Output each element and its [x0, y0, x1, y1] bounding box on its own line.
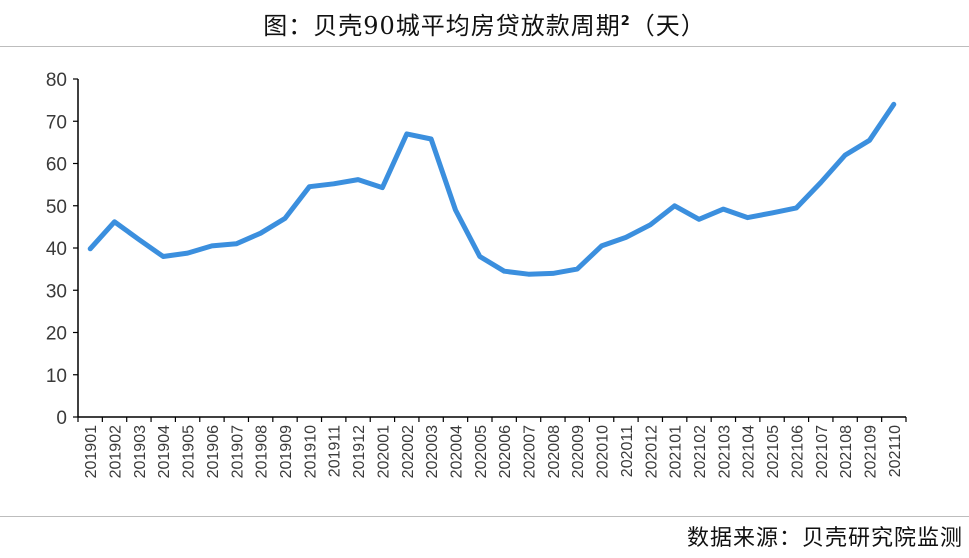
x-tick-label: 201908	[254, 425, 271, 478]
x-tick-label: 202107	[814, 425, 831, 478]
x-tick-label: 201909	[278, 425, 295, 478]
x-tick-label: 201904	[156, 425, 173, 478]
y-tick-label: 60	[46, 155, 67, 176]
data-source-note: 数据来源：贝壳研究院监测	[686, 526, 963, 551]
x-axis: 201901 201902 201903 201904 201905 201906 2019…	[77, 416, 907, 478]
x-tick-label: 201907	[229, 425, 246, 478]
x-tick-label: 202101	[668, 425, 685, 478]
y-tick-label: 70	[46, 112, 67, 133]
x-tick-label: 201901	[83, 425, 100, 478]
series-line	[87, 101, 897, 277]
x-tick-label: 202007	[522, 425, 539, 478]
chart-title-footnote: 2	[620, 14, 631, 29]
top-divider	[0, 46, 969, 47]
x-tick-label: 202004	[448, 425, 465, 478]
x-tick-label: 202104	[741, 425, 758, 478]
x-tick-label: 202010	[595, 425, 612, 478]
y-tick-label: 30	[46, 281, 67, 302]
y-tick-label: 20	[46, 324, 67, 345]
x-tick-label: 202108	[838, 425, 855, 478]
x-tick-label: 201903	[132, 425, 149, 478]
x-tick-label: 201905	[181, 425, 198, 478]
chart-title: 图：贝壳90城平均房贷放款周期2（天）	[0, 6, 969, 41]
y-axis: 0 10 20 30 40 50 60 70 80	[46, 70, 79, 429]
chart-title-unit: （天）	[630, 12, 706, 40]
x-tick-label: 201906	[205, 425, 222, 478]
x-tick-label: 202002	[400, 425, 417, 478]
x-tick-label: 202005	[473, 425, 490, 478]
x-tick-label: 202105	[765, 425, 782, 478]
x-tick-label: 202009	[570, 425, 587, 478]
x-tick-label: 202011	[619, 425, 636, 477]
x-tick-label: 202003	[424, 425, 441, 478]
x-tick-label: 201911	[327, 425, 344, 477]
x-tick-label: 202110	[887, 425, 904, 477]
y-tick-label: 80	[46, 70, 67, 91]
y-tick-label: 50	[46, 197, 67, 218]
x-tick-label: 201902	[108, 425, 125, 478]
x-tick-label: 202103	[716, 425, 733, 478]
x-tick-label: 202008	[546, 425, 563, 478]
bottom-divider	[0, 516, 969, 517]
y-tick-label: 40	[46, 239, 67, 260]
y-tick-label: 10	[46, 366, 67, 387]
x-tick-label: 202109	[862, 425, 879, 478]
x-tick-label: 202102	[692, 425, 709, 478]
x-tick-label: 201912	[351, 425, 368, 478]
y-tick-label: 0	[56, 408, 67, 429]
x-tick-label: 202012	[643, 425, 660, 478]
x-tick-label: 202106	[789, 425, 806, 478]
x-tick-label: 202006	[497, 425, 514, 478]
x-tick-label: 202001	[375, 425, 392, 478]
series-group	[87, 101, 897, 277]
x-tick-label: 201910	[302, 425, 319, 478]
chart-title-text: 图：贝壳90城平均房贷放款周期	[263, 12, 621, 40]
